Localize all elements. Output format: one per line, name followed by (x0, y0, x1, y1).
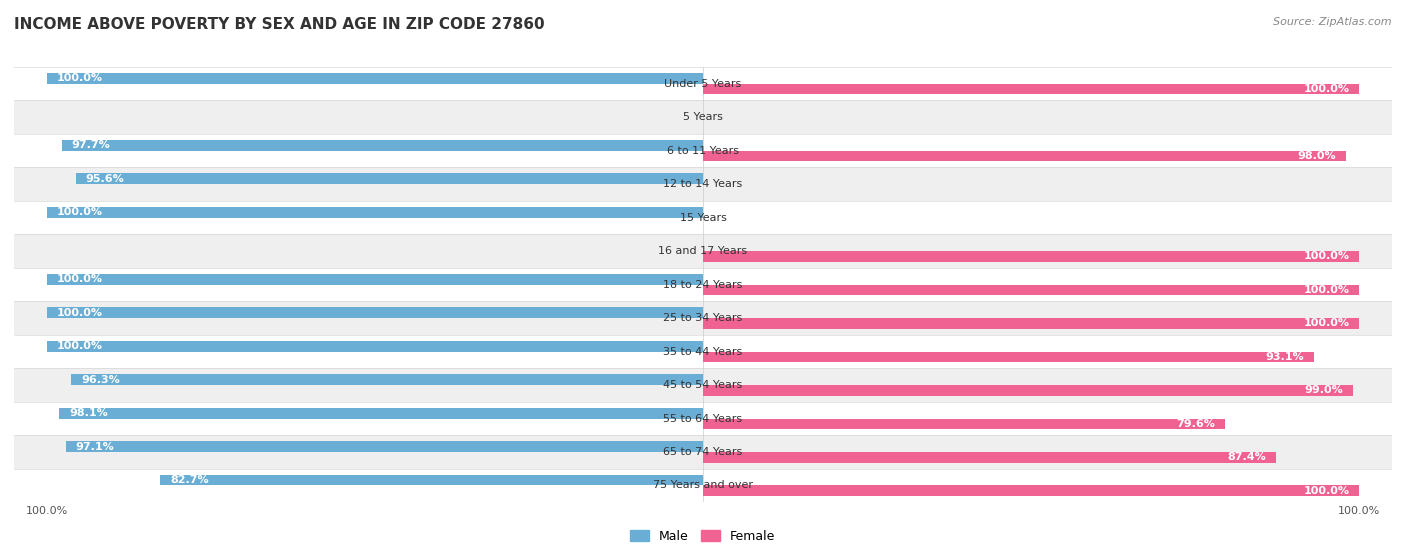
Text: 100.0%: 100.0% (1303, 84, 1350, 94)
Text: 100.0%: 100.0% (56, 207, 103, 217)
Text: 93.1%: 93.1% (1265, 352, 1303, 362)
Bar (14, 100, 1392, 134)
Bar (14, 368, 1392, 402)
Text: Under 5 Years: Under 5 Years (665, 79, 741, 89)
Text: 100.0%: 100.0% (56, 274, 103, 284)
Bar (703, 385, 1353, 396)
Bar (14, 301, 1392, 335)
Legend: Male, Female: Male, Female (626, 525, 780, 548)
Bar (46, 73, 703, 84)
Text: 87.4%: 87.4% (1227, 453, 1267, 463)
Text: 100.0%: 100.0% (56, 307, 103, 318)
Text: 95.6%: 95.6% (86, 174, 124, 184)
Bar (66, 441, 703, 452)
Text: 97.7%: 97.7% (72, 140, 111, 150)
Text: 100.0%: 100.0% (1303, 319, 1350, 329)
Text: 96.3%: 96.3% (82, 374, 120, 384)
Bar (703, 84, 1360, 94)
Bar (14, 67, 1392, 100)
Bar (703, 452, 1277, 463)
Text: 5 Years: 5 Years (683, 112, 723, 122)
Text: 99.0%: 99.0% (1303, 386, 1343, 396)
Text: 100.0%: 100.0% (56, 341, 103, 351)
Bar (14, 268, 1392, 301)
Bar (14, 335, 1392, 368)
Bar (703, 151, 1346, 161)
Bar (703, 485, 1360, 496)
Text: 100.0%: 100.0% (56, 73, 103, 83)
Bar (703, 418, 1225, 429)
Bar (703, 285, 1360, 295)
Text: INCOME ABOVE POVERTY BY SEX AND AGE IN ZIP CODE 27860: INCOME ABOVE POVERTY BY SEX AND AGE IN Z… (14, 17, 544, 32)
Bar (46, 307, 703, 318)
Bar (62, 140, 703, 151)
Text: 25 to 34 Years: 25 to 34 Years (664, 313, 742, 323)
Bar (14, 167, 1392, 201)
Text: 75 Years and over: 75 Years and over (652, 480, 754, 490)
Text: 98.1%: 98.1% (69, 408, 108, 418)
Bar (14, 201, 1392, 234)
Text: 12 to 14 Years: 12 to 14 Years (664, 179, 742, 189)
Bar (14, 234, 1392, 268)
Text: 100.0%: 100.0% (1303, 486, 1350, 496)
Text: 100.0%: 100.0% (1303, 285, 1350, 295)
Text: 65 to 74 Years: 65 to 74 Years (664, 447, 742, 457)
Text: 18 to 24 Years: 18 to 24 Years (664, 280, 742, 290)
Bar (703, 251, 1360, 262)
Text: 6 to 11 Years: 6 to 11 Years (666, 146, 740, 156)
Bar (14, 435, 1392, 469)
Bar (14, 402, 1392, 435)
Text: 16 and 17 Years: 16 and 17 Years (658, 246, 748, 256)
Bar (46, 274, 703, 285)
Bar (76, 174, 703, 184)
Text: Source: ZipAtlas.com: Source: ZipAtlas.com (1274, 17, 1392, 27)
Text: 35 to 44 Years: 35 to 44 Years (664, 347, 742, 357)
Text: 100.0%: 100.0% (1303, 252, 1350, 262)
Bar (46, 341, 703, 352)
Bar (59, 408, 703, 418)
Text: 98.0%: 98.0% (1298, 151, 1336, 161)
Text: 82.7%: 82.7% (170, 475, 209, 485)
Bar (703, 352, 1313, 362)
Bar (14, 134, 1392, 167)
Bar (160, 475, 703, 485)
Text: 45 to 54 Years: 45 to 54 Years (664, 380, 742, 390)
Text: 15 Years: 15 Years (679, 213, 727, 223)
Text: 55 to 64 Years: 55 to 64 Years (664, 413, 742, 424)
Bar (46, 207, 703, 218)
Text: 79.6%: 79.6% (1177, 419, 1215, 429)
Bar (703, 318, 1360, 329)
Bar (14, 469, 1392, 502)
Text: 97.1%: 97.1% (76, 441, 114, 451)
Bar (72, 374, 703, 385)
